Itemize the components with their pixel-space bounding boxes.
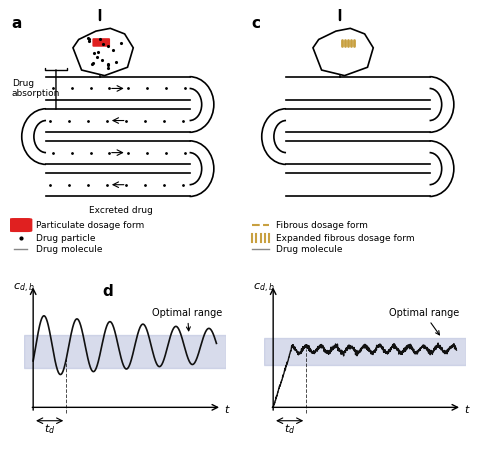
Text: Drug molecule: Drug molecule bbox=[276, 245, 343, 254]
Text: Drug molecule: Drug molecule bbox=[36, 245, 103, 254]
Text: d: d bbox=[103, 284, 113, 299]
Text: $t$: $t$ bbox=[224, 403, 230, 415]
Text: $t_d$: $t_d$ bbox=[284, 422, 295, 436]
Text: $t$: $t$ bbox=[464, 403, 470, 415]
Text: $c_{d,b}$: $c_{d,b}$ bbox=[253, 282, 275, 295]
Text: Expanded fibrous dosage form: Expanded fibrous dosage form bbox=[276, 233, 415, 243]
FancyBboxPatch shape bbox=[92, 38, 110, 47]
FancyBboxPatch shape bbox=[10, 219, 32, 232]
Text: Drug particle: Drug particle bbox=[36, 233, 96, 243]
Text: Particulate dosage form: Particulate dosage form bbox=[36, 220, 144, 230]
Text: Optimal range: Optimal range bbox=[152, 308, 223, 331]
Bar bbox=[24, 335, 226, 368]
Text: $t_d$: $t_d$ bbox=[44, 422, 55, 436]
Text: Fibrous dosage form: Fibrous dosage form bbox=[276, 220, 368, 230]
Text: a: a bbox=[12, 16, 22, 31]
Text: Optimal range: Optimal range bbox=[389, 308, 459, 335]
Text: c: c bbox=[252, 16, 261, 31]
Text: Drug
absorption: Drug absorption bbox=[12, 79, 60, 98]
Text: $c_{d,b}$: $c_{d,b}$ bbox=[13, 282, 35, 295]
Bar bbox=[264, 338, 466, 365]
Text: Excreted drug: Excreted drug bbox=[89, 206, 153, 215]
